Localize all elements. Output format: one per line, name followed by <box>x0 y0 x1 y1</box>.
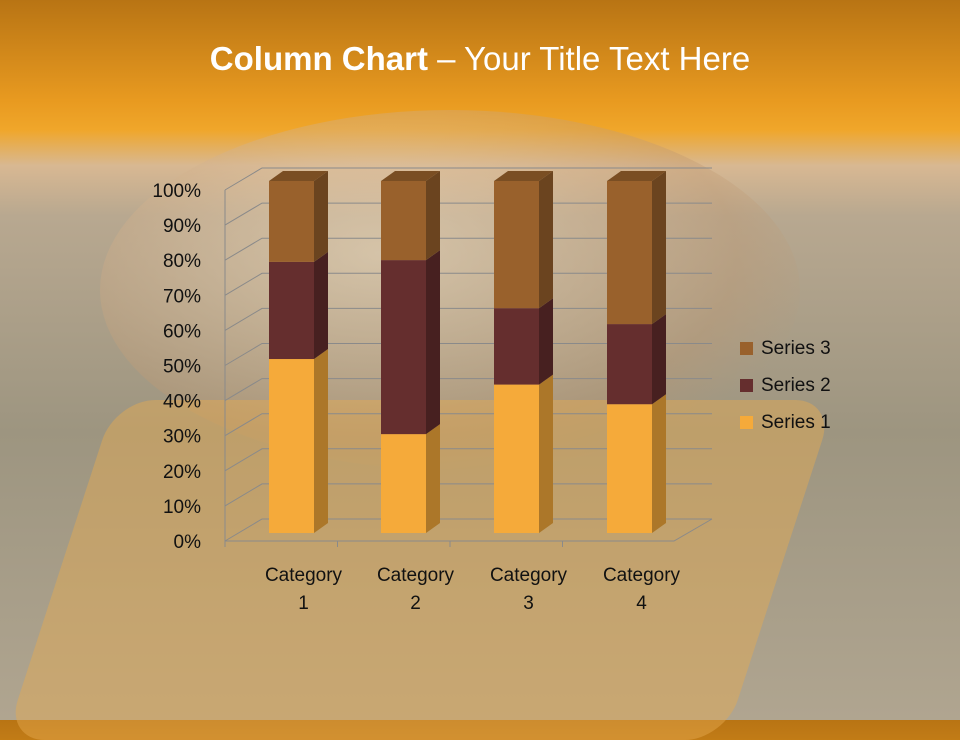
y-tick-label: 80% <box>163 251 201 272</box>
x-tick-label: Category <box>265 565 343 586</box>
bar-series-3 <box>381 181 426 261</box>
bar-side <box>426 424 440 533</box>
y-tick-label: 100% <box>152 181 201 202</box>
gridline <box>224 272 712 296</box>
bar-side <box>652 171 666 325</box>
x-tick-label: 1 <box>298 593 309 614</box>
bar-series-1 <box>494 384 539 533</box>
legend-item-series-1: Series 1 <box>740 404 831 441</box>
bar-series-1 <box>381 434 426 533</box>
y-tick-label: 70% <box>163 286 201 307</box>
gridline <box>224 167 712 191</box>
bar-series-1 <box>269 359 314 533</box>
title-rest: – Your Title Text Here <box>427 40 751 77</box>
y-tick-label: 90% <box>163 216 201 237</box>
bar-side <box>314 349 328 533</box>
legend: Series 3 Series 2 Series 1 <box>740 330 831 441</box>
bar-side <box>652 314 666 405</box>
bar-side <box>314 251 328 360</box>
y-tick-label: 50% <box>163 357 201 378</box>
bar-series-3 <box>607 181 652 325</box>
x-tick-label: Category <box>377 565 455 586</box>
x-tick-label: Category <box>603 565 681 586</box>
gridline <box>224 237 712 261</box>
y-tick-label: 30% <box>163 427 201 448</box>
bar-side <box>426 171 440 261</box>
bar-series-3 <box>269 181 314 262</box>
x-axis <box>225 518 713 542</box>
y-tick-label: 10% <box>163 497 201 518</box>
bar-series-2 <box>269 261 314 360</box>
y-tick-label: 60% <box>163 321 201 342</box>
bar-top <box>269 171 328 181</box>
legend-swatch <box>740 416 753 429</box>
legend-item-series-3: Series 3 <box>740 330 831 367</box>
bar-series-1 <box>607 404 652 533</box>
column-chart: 0% 10% 20% 30% 40% 50% 60% 70% 80% 90% 100% Categor… <box>152 167 713 614</box>
gridline <box>224 378 712 402</box>
bar-side <box>539 374 553 533</box>
bar-series-2 <box>607 324 652 405</box>
bar-side <box>426 250 440 435</box>
x-tick-label: 4 <box>636 593 647 614</box>
y-tick-label: 40% <box>163 392 201 413</box>
x-tick-label: 2 <box>410 593 421 614</box>
bar-series-3 <box>494 181 539 309</box>
gridline <box>224 448 712 472</box>
bar-side <box>314 171 328 262</box>
x-tick-label: 3 <box>523 593 534 614</box>
gridline <box>224 343 712 366</box>
bar-side <box>652 394 666 533</box>
gridline <box>224 307 712 331</box>
x-tick-label: Category <box>490 565 568 586</box>
gridline <box>224 202 712 226</box>
bar-top <box>494 171 553 181</box>
bar-top <box>607 171 666 181</box>
background-plate <box>100 110 800 470</box>
gridline <box>224 518 712 542</box>
legend-swatch <box>740 342 753 355</box>
y-tick-label: 0% <box>174 532 202 553</box>
y-tick-label: 20% <box>163 462 201 483</box>
title-bold: Column Chart <box>209 40 428 77</box>
bar-top <box>381 171 440 181</box>
bar-series-2 <box>381 260 426 435</box>
gridline <box>224 483 712 507</box>
legend-item-series-2: Series 2 <box>740 367 831 404</box>
gridline <box>224 413 712 437</box>
bar-series-2 <box>494 308 539 385</box>
slide-title: Column Chart – Your Title Text Here <box>0 40 960 78</box>
bar-side <box>539 171 553 309</box>
legend-swatch <box>740 379 753 392</box>
bar-side <box>539 298 553 385</box>
